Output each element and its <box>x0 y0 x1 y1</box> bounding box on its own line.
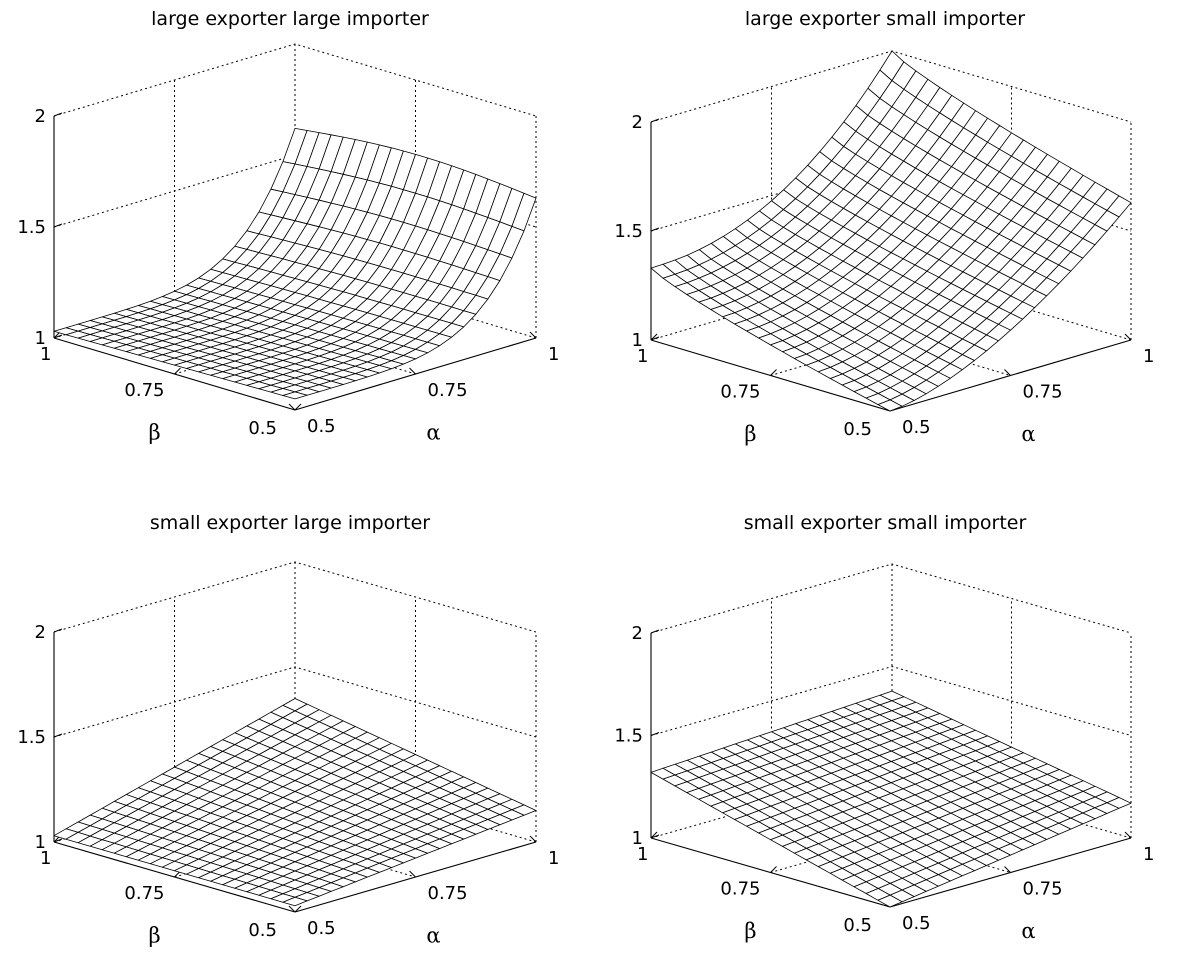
alpha-tick-label: 0.75 <box>1023 382 1063 403</box>
surface-mesh <box>53 127 537 400</box>
z-tick <box>650 336 660 341</box>
mesh-cell <box>282 391 308 400</box>
beta-tick-label: 0.5 <box>843 419 872 440</box>
z-tick <box>53 112 63 117</box>
surface-plot: 1 1.5 2 1 0.75 0.5 0.5 0.75 1 β α <box>614 50 1154 446</box>
beta-tick <box>650 831 658 839</box>
z-tick <box>53 223 63 228</box>
alpha-tick <box>1124 333 1132 341</box>
alpha-tick-label: 0.75 <box>1023 879 1063 900</box>
alpha-tick-label: 1 <box>1143 346 1154 367</box>
z-tick <box>650 732 660 736</box>
beta-tick <box>294 905 302 913</box>
alpha-tick <box>1004 369 1011 376</box>
beta-axis-label: β <box>744 422 756 446</box>
z-tick-label: 1.5 <box>17 727 46 748</box>
beta-axis-label: β <box>744 919 756 943</box>
z-tick-label: 2 <box>35 106 46 127</box>
alpha-tick <box>529 835 537 843</box>
beta-tick-label: 0.5 <box>248 418 277 439</box>
alpha-tick-label: 0.75 <box>428 380 468 401</box>
z-tick <box>53 733 63 738</box>
z-tick-label: 2 <box>632 112 643 133</box>
beta-axis-label: β <box>148 924 160 948</box>
beta-tick-label: 1 <box>637 844 648 865</box>
alpha-tick-label: 0.5 <box>902 913 931 934</box>
surface-plot: 1 1.5 2 1 0.75 0.5 0.5 0.75 1 β α <box>17 43 559 445</box>
alpha-tick <box>409 870 416 878</box>
surface-mesh <box>650 50 1132 412</box>
box-floor-edge <box>891 768 1132 839</box>
alpha-tick-label: 0.5 <box>902 417 931 438</box>
plot-title: large exporter large importer <box>151 8 429 30</box>
surface-plot: 1 1.5 2 1 0.75 0.5 0.5 0.75 1 β α <box>17 561 559 948</box>
alpha-tick-label: 1 <box>548 848 559 869</box>
z-tick <box>650 629 660 634</box>
plot-title: large exporter small importer <box>744 8 1026 30</box>
z-tick <box>650 118 660 123</box>
wall-gridline <box>53 666 537 738</box>
beta-tick <box>770 866 777 873</box>
plot-title: small exporter large importer <box>149 512 431 534</box>
beta-tick-label: 1 <box>40 344 51 365</box>
beta-tick-label: 1 <box>637 346 648 367</box>
z-tick-label: 1.5 <box>614 221 643 242</box>
mesh-cell <box>282 896 308 907</box>
beta-tick-label: 1 <box>40 848 51 869</box>
beta-tick-label: 0.75 <box>124 380 164 401</box>
beta-tick-label: 0.5 <box>248 920 277 941</box>
beta-axis-label: β <box>148 421 160 445</box>
surface-panel-4: small exporter small importer 1 1.5 2 1 0.75… <box>595 482 1191 964</box>
alpha-tick-label: 1 <box>1143 844 1154 865</box>
z-tick-label: 2 <box>632 623 643 644</box>
box-floor-edge <box>891 268 1132 341</box>
alpha-axis-label: α <box>426 924 440 948</box>
alpha-tick-label: 0.75 <box>428 883 468 904</box>
alpha-tick-label: 0.5 <box>307 416 336 437</box>
surface-plot: 1 1.5 2 1 0.75 0.5 0.5 0.75 1 β α <box>614 563 1154 943</box>
z-tick <box>53 334 63 339</box>
z-tick-label: 1 <box>632 330 643 351</box>
z-tick-label: 1 <box>35 832 46 853</box>
alpha-tick <box>288 403 296 411</box>
z-tick-label: 1.5 <box>614 726 643 747</box>
alpha-tick <box>1124 831 1132 839</box>
mesh-cell <box>877 894 903 908</box>
surface-mesh <box>650 690 1132 908</box>
z-tick <box>53 628 63 633</box>
surface-mesh <box>53 698 537 907</box>
surface-panel-3: small exporter large importer 1 1.5 2 1 0.75… <box>0 482 595 964</box>
z-tick <box>650 227 660 232</box>
z-tick-label: 2 <box>35 622 46 643</box>
mesh-cell <box>877 399 903 412</box>
z-tick-label: 1 <box>35 328 46 349</box>
z-tick <box>650 834 660 839</box>
alpha-tick <box>529 331 537 339</box>
alpha-tick <box>288 905 296 913</box>
surface-panel-1: large exporter large importer 1 1.5 2 1 0.75… <box>0 0 595 482</box>
surface-panel-2: large exporter small importer 1 1.5 2 1 0.75… <box>595 0 1191 482</box>
beta-tick-label: 0.5 <box>843 915 872 936</box>
beta-tick <box>650 333 658 341</box>
z-tick <box>53 838 63 843</box>
beta-tick <box>770 369 777 376</box>
alpha-axis-label: α <box>1021 919 1035 943</box>
alpha-axis-label: α <box>426 421 440 445</box>
beta-tick-label: 0.75 <box>124 883 164 904</box>
beta-tick-label: 0.75 <box>720 879 760 900</box>
alpha-axis-label: α <box>1021 422 1035 446</box>
plot-title: small exporter small importer <box>743 512 1027 534</box>
alpha-tick <box>409 367 416 375</box>
alpha-tick-label: 0.5 <box>307 918 336 939</box>
wall-gridline <box>650 665 1132 736</box>
alpha-tick <box>1004 866 1011 873</box>
alpha-tick-label: 1 <box>548 344 559 365</box>
box-back-walls <box>650 563 1132 634</box>
beta-tick-label: 0.75 <box>720 382 760 403</box>
beta-tick <box>294 403 302 411</box>
z-tick-label: 1 <box>632 828 643 849</box>
beta-tick <box>174 367 181 375</box>
z-tick-label: 1.5 <box>17 217 46 238</box>
